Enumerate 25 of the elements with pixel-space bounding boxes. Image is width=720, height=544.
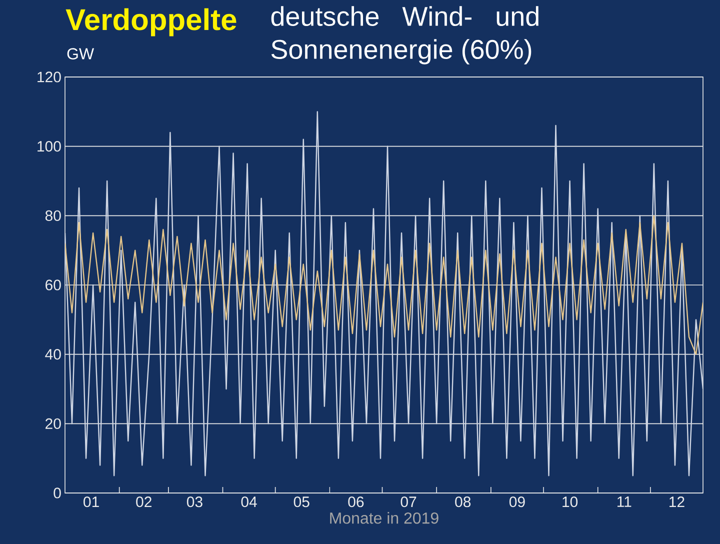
y-tick-label: 60 bbox=[46, 280, 61, 290]
y-tick-label: 80 bbox=[45, 210, 61, 221]
x-tick-label: 07 bbox=[400, 496, 416, 508]
line-series bbox=[65, 111, 704, 476]
x-tick-label: 11 bbox=[617, 496, 632, 507]
y-tick-label: 120 bbox=[38, 72, 61, 82]
y-tick-label: 20 bbox=[46, 418, 61, 429]
line-series bbox=[65, 215, 704, 355]
x-tick-label: 12 bbox=[670, 496, 684, 508]
x-tick-label: 10 bbox=[562, 496, 578, 508]
y-tick-label: 100 bbox=[38, 141, 61, 152]
y-tick-label: 0 bbox=[54, 488, 61, 498]
chart-subtitle: deutsche Wind- und Sonnenenergie (60%) bbox=[271, 6, 538, 64]
x-tick-label: 04 bbox=[241, 496, 257, 508]
x-tick-label: 09 bbox=[509, 496, 525, 508]
x-tick-label: 01 bbox=[84, 496, 99, 508]
x-tick-label: 03 bbox=[186, 496, 202, 508]
x-axis-title: Monate in 2019 bbox=[330, 512, 438, 524]
x-tick-label: 08 bbox=[455, 496, 471, 508]
y-axis-title: GW bbox=[67, 48, 94, 60]
x-tick-label: 05 bbox=[294, 496, 310, 508]
chart-title: Verdoppelte bbox=[66, 8, 236, 36]
x-tick-label: 02 bbox=[136, 496, 152, 508]
x-tick-label: 06 bbox=[348, 496, 364, 508]
y-tick-label: 40 bbox=[45, 349, 61, 360]
